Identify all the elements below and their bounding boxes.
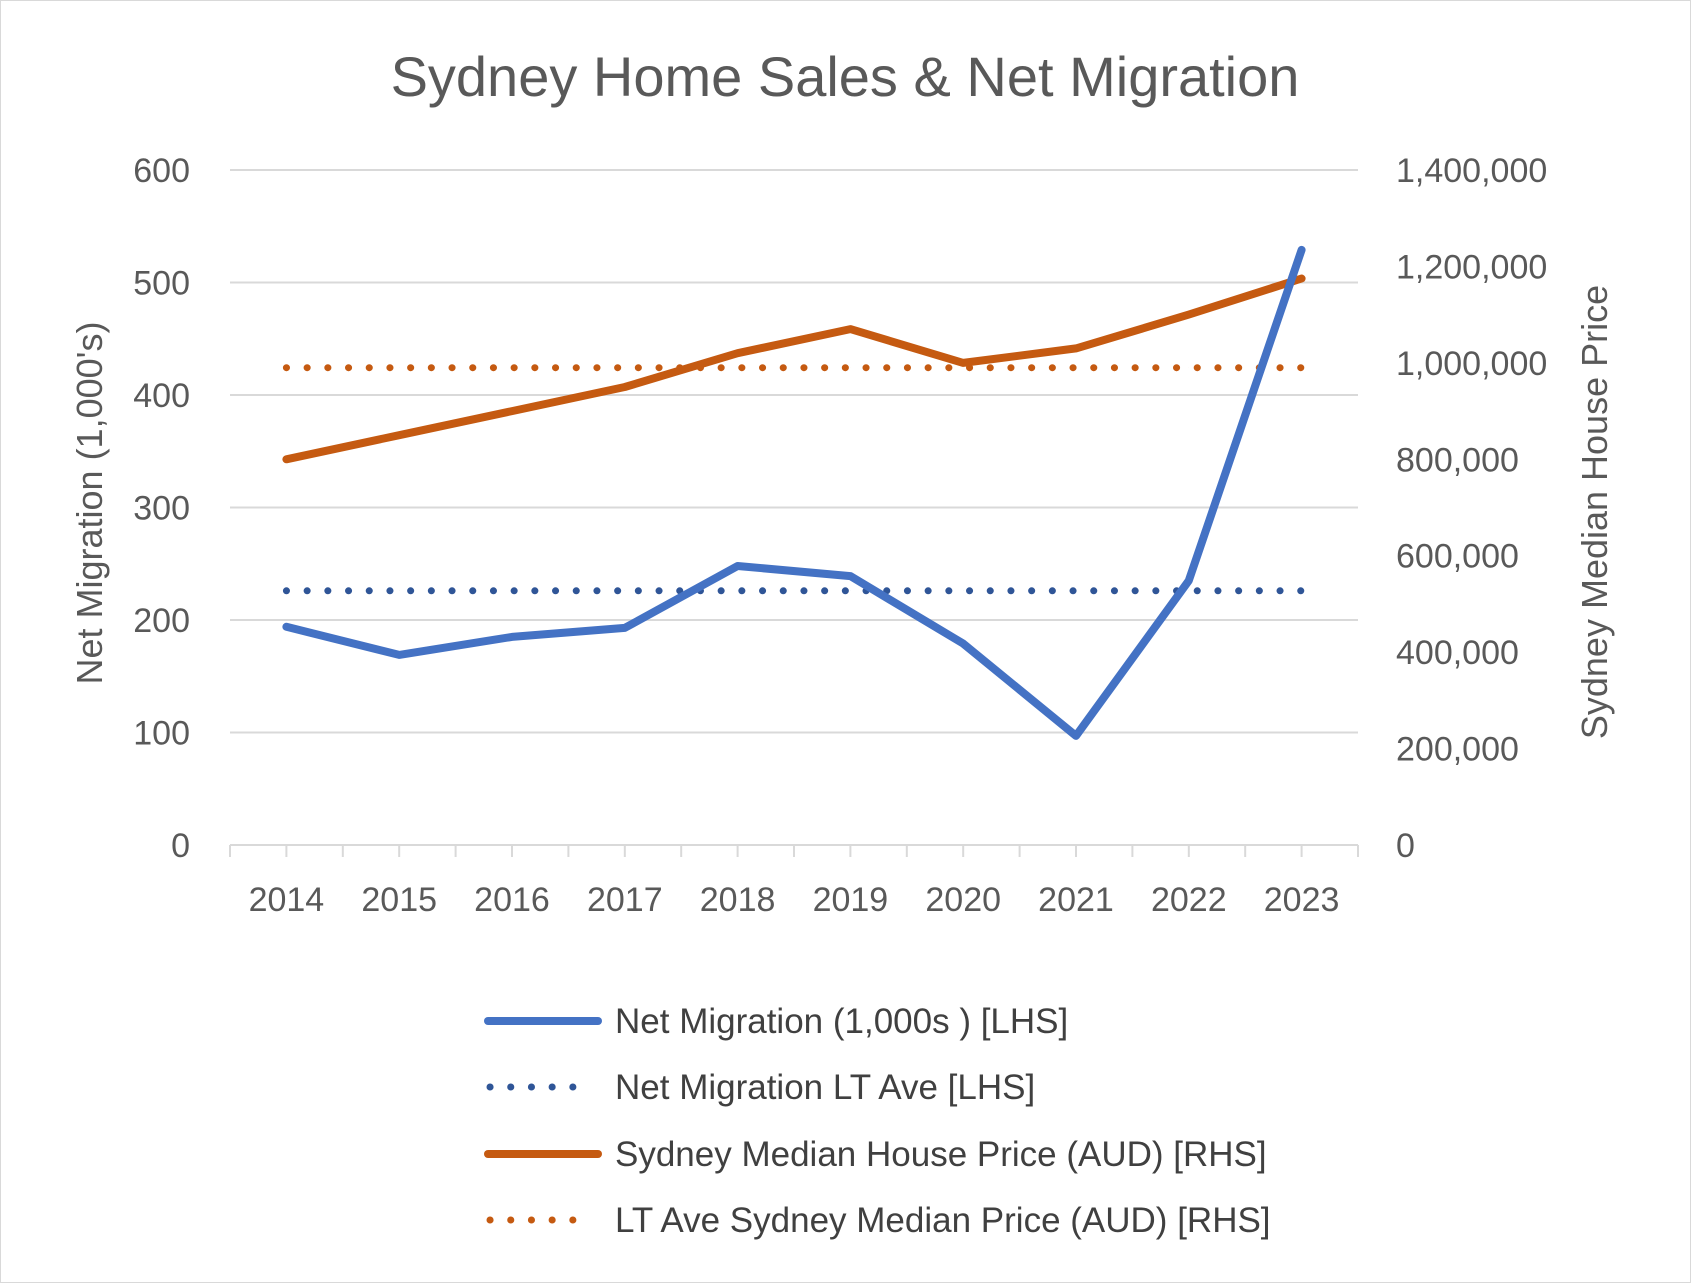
legend-label: Net Migration LT Ave [LHS] (615, 1068, 1035, 1107)
x-tick-label: 2019 (813, 881, 889, 919)
x-tick-label: 2022 (1151, 881, 1227, 919)
left-tick-label: 200 (133, 602, 190, 640)
left-tick-label: 100 (133, 715, 190, 753)
left-tick-label: 600 (133, 152, 190, 190)
right-tick-label: 200,000 (1396, 731, 1519, 769)
x-tick-label: 2016 (474, 881, 550, 919)
series-line-2 (282, 274, 1306, 464)
x-tick-label: 2021 (1038, 881, 1114, 919)
series-line-0 (282, 245, 1306, 740)
right-axis-title: Sydney Median House Price (1574, 285, 1615, 739)
x-tick-label: 2020 (925, 881, 1001, 919)
left-tick-label: 300 (133, 490, 190, 528)
x-tick-label: 2017 (587, 881, 663, 919)
x-axis-ticks: 2014 2015 2016 2017 2018 2019 2020 2021 2022 2023 (249, 881, 1340, 919)
left-tick-label: 400 (133, 377, 190, 415)
legend: Net Migration (1,000s ) [LHS] Net Migrati… (484, 1002, 1271, 1240)
left-tick-label: 500 (133, 265, 190, 303)
legend-label: LT Ave Sydney Median Price (AUD) [RHS] (615, 1201, 1271, 1240)
right-tick-label: 600,000 (1396, 538, 1519, 576)
left-tick-label: 0 (171, 827, 190, 865)
x-tick-label: 2014 (249, 881, 325, 919)
x-tick-label: 2015 (361, 881, 437, 919)
right-tick-label: 1,000,000 (1396, 345, 1547, 383)
x-tick-label: 2018 (700, 881, 776, 919)
right-tick-label: 1,400,000 (1396, 152, 1547, 190)
x-tick-label: 2023 (1264, 881, 1340, 919)
chart-title: Sydney Home Sales & Net Migration (391, 45, 1300, 108)
right-tick-label: 0 (1396, 827, 1415, 865)
legend-label: Net Migration (1,000s ) [LHS] (615, 1002, 1068, 1041)
right-tick-label: 1,200,000 (1396, 248, 1547, 286)
left-axis-title: Net Migration (1,000's) (69, 321, 110, 684)
legend-label: Sydney Median House Price (AUD) [RHS] (615, 1135, 1267, 1174)
right-axis-ticks: 0 200,000 400,000 600,000 800,000 1,000,000 1,… (1396, 152, 1547, 865)
left-axis-ticks: 0 100 200 300 400 500 600 (133, 152, 190, 865)
gridlines (230, 169, 1358, 734)
x-axis-line (229, 844, 1359, 857)
series-layer (282, 245, 1306, 740)
right-tick-label: 400,000 (1396, 634, 1519, 672)
right-tick-label: 800,000 (1396, 441, 1519, 479)
